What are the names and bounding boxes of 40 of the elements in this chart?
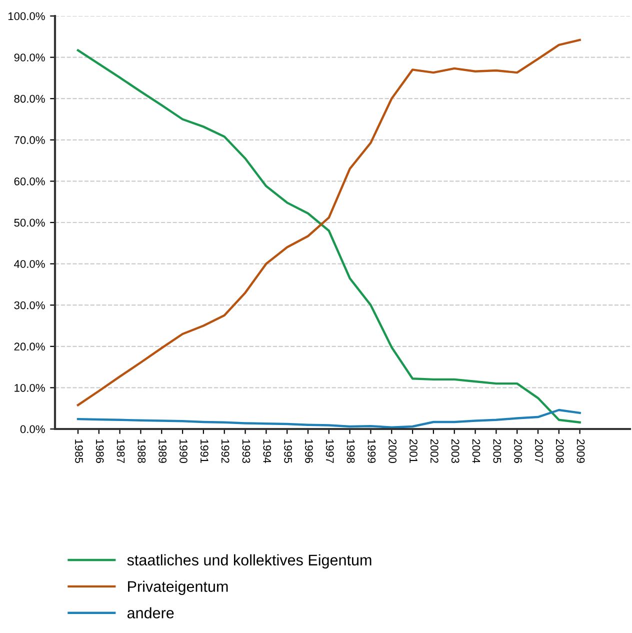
x-tick-label: 1987 [116, 440, 125, 463]
x-tick-label: 1985 [75, 440, 83, 463]
y-tick-label: 0.0% [20, 425, 45, 434]
x-tick-label: 1988 [138, 440, 146, 463]
y-tick-label: 100.0% [8, 12, 45, 20]
x-tick-label: 2005 [493, 439, 502, 463]
x-tick-label: 1997 [326, 440, 334, 463]
x-tick-label: 2000 [388, 439, 397, 464]
x-tick-label: 2004 [472, 439, 480, 464]
x-tick-label: 1990 [180, 440, 188, 464]
legend-label: andere [127, 607, 174, 618]
x-tick-label: 1999 [368, 440, 376, 463]
legend-label: staatliches und kollektives Eigentum [127, 554, 372, 568]
y-tick-label: 50.0% [14, 218, 45, 227]
y-tick-label: 60.0% [14, 177, 45, 186]
x-tick-label: 1994 [263, 440, 272, 464]
y-tick-label: 10.0% [14, 384, 45, 392]
x-tick-label: 2007 [535, 439, 543, 463]
x-tick-label: 1993 [242, 440, 250, 463]
y-tick-label: 90.0% [14, 54, 45, 62]
x-tick-label: 2003 [451, 439, 460, 463]
x-tick-label: 1995 [284, 440, 292, 463]
y-tick-label: 30.0% [14, 301, 45, 310]
legend-label: Privateigentum [128, 580, 228, 595]
y-tick-label: 40.0% [14, 260, 45, 268]
x-tick-label: 2008 [556, 439, 564, 463]
x-tick-label: 1992 [221, 440, 230, 463]
x-tick-label: 1986 [96, 440, 104, 463]
x-tick-label: 2002 [430, 439, 438, 463]
x-tick-label: 2009 [576, 439, 585, 463]
line-series [76, 408, 581, 428]
x-tick-label: 1989 [158, 440, 167, 463]
x-tick-label: 1991 [200, 440, 208, 463]
y-tick-label: 70.0% [14, 136, 45, 144]
x-tick-label: 1996 [305, 440, 313, 463]
y-tick-label: 80.0% [14, 94, 45, 103]
x-tick-label: 2006 [514, 439, 522, 463]
x-tick-label: 2001 [410, 439, 418, 463]
x-tick-label: 1998 [346, 440, 355, 463]
y-tick-label: 20.0% [14, 342, 45, 351]
